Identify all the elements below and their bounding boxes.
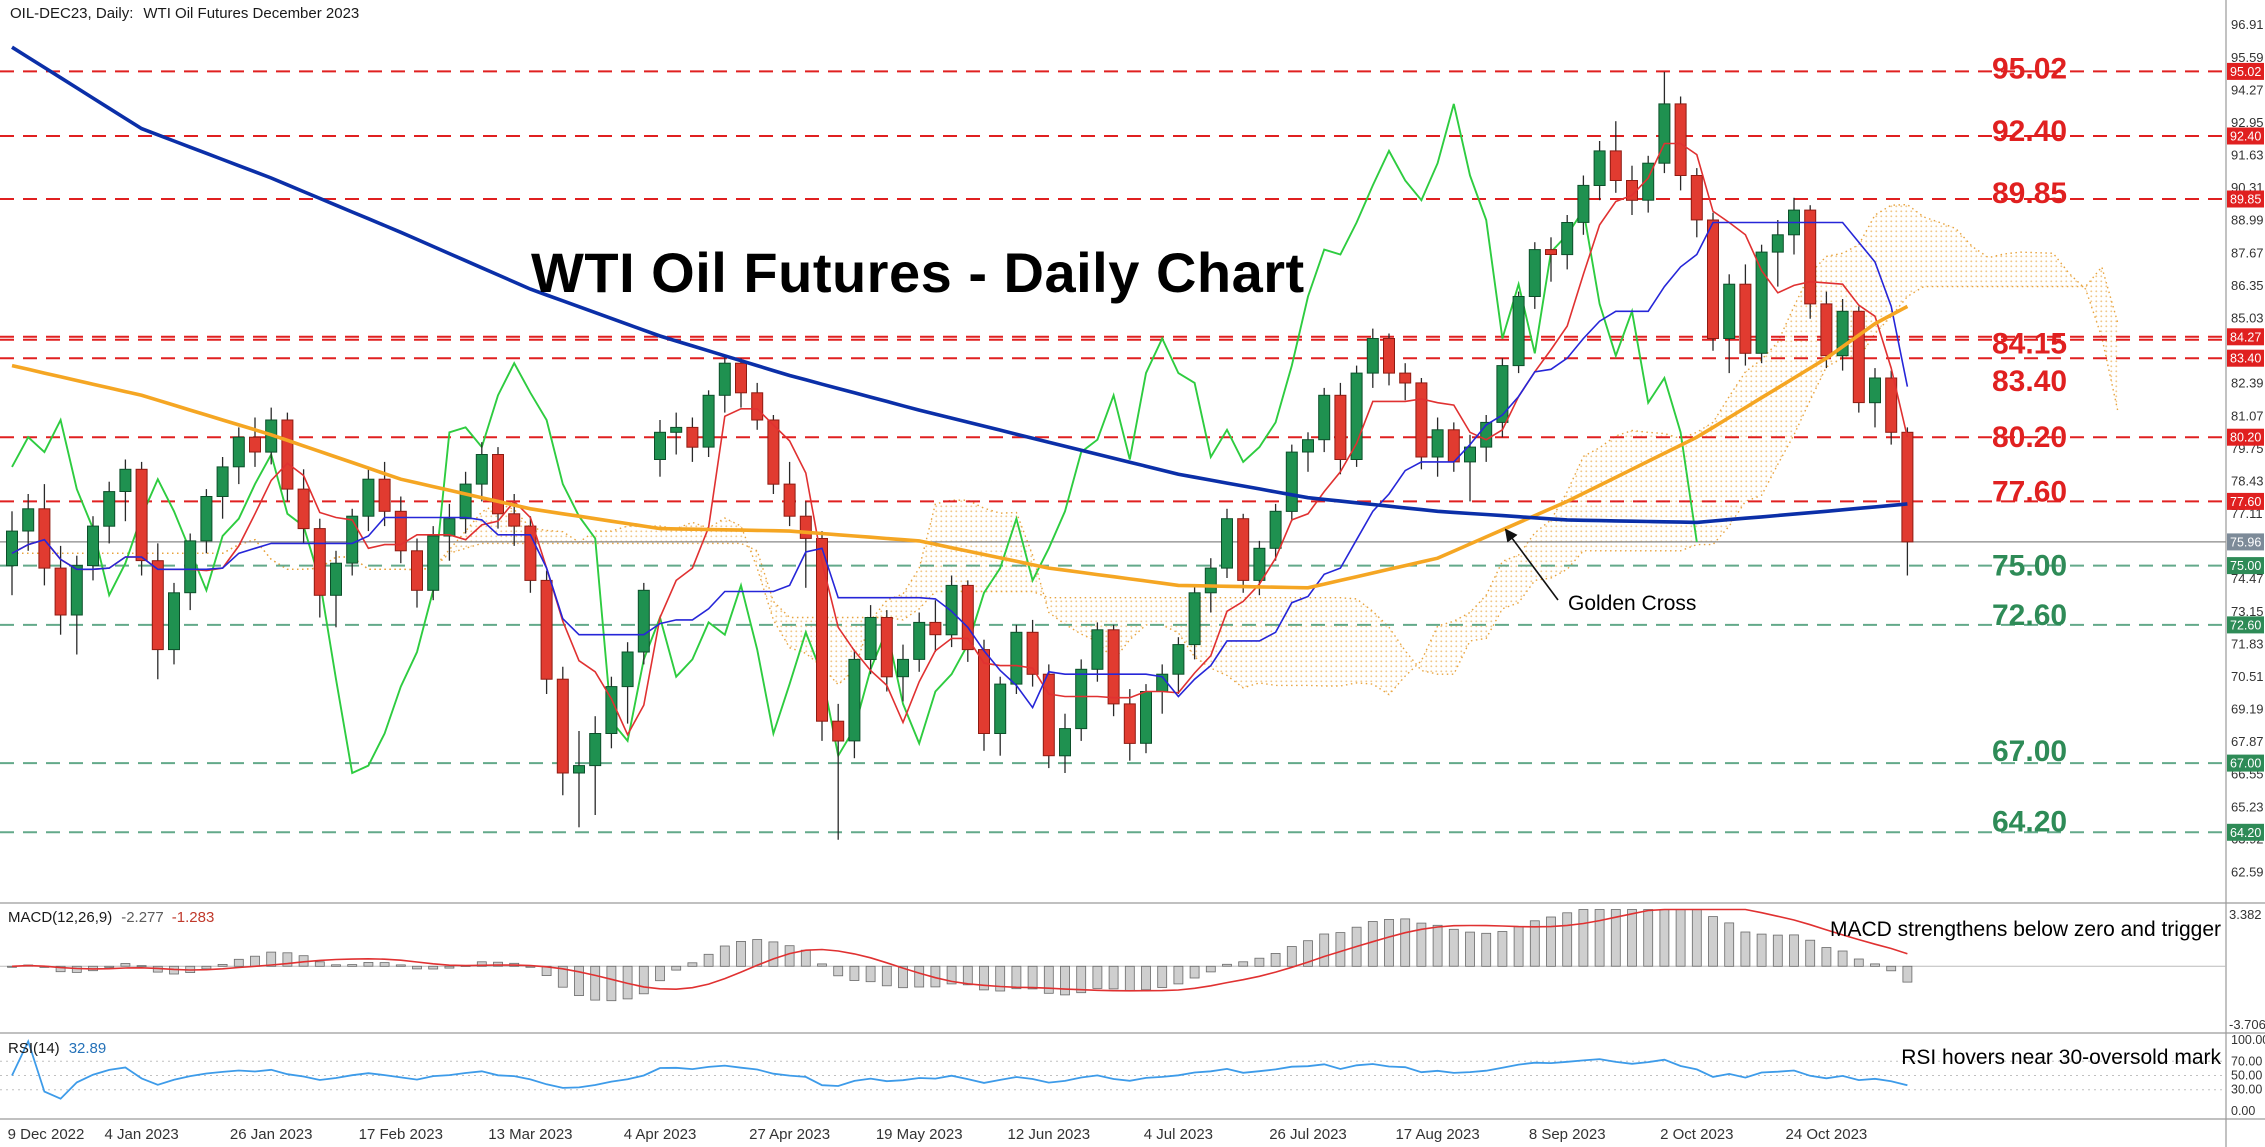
svg-text:77.60: 77.60 <box>2230 495 2261 509</box>
time-axis[interactable]: 9 Dec 2022 4 Jan 2023 26 Jan 2023 17 Feb 20… <box>8 1126 1868 1143</box>
macd-indicator-label: MACD(12,26,9) <box>8 909 113 926</box>
svg-text:64.20: 64.20 <box>2230 826 2261 840</box>
price-axis-level-boxes: 95.02 92.40 89.85 84.27 83.40 80.20 77.60 75.00… <box>2227 62 2264 841</box>
svg-text:9 Dec 2022: 9 Dec 2022 <box>8 1126 85 1143</box>
svg-text:67.00: 67.00 <box>1992 735 2067 768</box>
svg-text:73.15: 73.15 <box>2231 604 2264 619</box>
macd-axis-min: -3.706 <box>2229 1017 2265 1032</box>
golden-cross-arrow[interactable] <box>1504 528 1559 601</box>
svg-text:50.00: 50.00 <box>2231 1069 2262 1083</box>
svg-text:72.60: 72.60 <box>2230 618 2261 632</box>
svg-text:24 Oct 2023: 24 Oct 2023 <box>1786 1126 1868 1143</box>
svg-text:64.20: 64.20 <box>1992 805 2067 838</box>
svg-text:65.23: 65.23 <box>2231 799 2264 814</box>
svg-text:96.91: 96.91 <box>2231 17 2264 32</box>
svg-text:8 Sep 2023: 8 Sep 2023 <box>1529 1126 1606 1143</box>
resistance-price-labels[interactable]: 95.02 92.40 89.85 84.15 83.40 80.20 77.60 <box>1992 52 2067 508</box>
svg-text:80.20: 80.20 <box>1992 421 2067 454</box>
svg-text:92.40: 92.40 <box>1992 115 2067 148</box>
svg-text:75.00: 75.00 <box>2230 559 2261 573</box>
symbol-period-label: OIL-DEC23, Daily: <box>10 5 134 22</box>
svg-text:84.15: 84.15 <box>1992 328 2067 361</box>
macd-signal-line <box>11 908 1908 992</box>
rsi-annotation[interactable]: RSI hovers near 30-oversold mark <box>1901 1046 2221 1069</box>
svg-text:83.40: 83.40 <box>1992 365 2067 398</box>
support-price-labels[interactable]: 75.00 72.60 67.00 64.20 <box>1992 550 2067 839</box>
svg-text:85.03: 85.03 <box>2231 311 2264 326</box>
svg-text:84.27: 84.27 <box>2230 330 2261 344</box>
svg-text:89.85: 89.85 <box>2230 193 2261 207</box>
rsi-indicator-label: RSI(14) <box>8 1040 60 1057</box>
svg-text:91.63: 91.63 <box>2231 148 2264 163</box>
svg-text:26 Jan 2023: 26 Jan 2023 <box>230 1126 313 1143</box>
svg-text:74.47: 74.47 <box>2231 571 2264 586</box>
svg-text:92.95: 92.95 <box>2231 115 2264 130</box>
symbol-header: OIL-DEC23, Daily: WTI Oil Futures Decembe… <box>10 5 359 22</box>
macd-main-value: -2.277 <box>121 909 164 926</box>
svg-text:4 Jul 2023: 4 Jul 2023 <box>1144 1126 1213 1143</box>
svg-text:92.40: 92.40 <box>2230 130 2261 144</box>
svg-text:94.27: 94.27 <box>2231 82 2264 97</box>
svg-text:88.99: 88.99 <box>2231 213 2264 228</box>
svg-text:13 Mar 2023: 13 Mar 2023 <box>488 1126 572 1143</box>
svg-text:95.02: 95.02 <box>2230 65 2261 79</box>
svg-text:87.67: 87.67 <box>2231 245 2264 260</box>
rsi-line <box>11 1038 1908 1100</box>
sma200-line <box>11 45 1908 525</box>
svg-text:70.00: 70.00 <box>2231 1054 2262 1068</box>
svg-text:62.59: 62.59 <box>2231 865 2264 880</box>
svg-text:4 Apr 2023: 4 Apr 2023 <box>624 1126 697 1143</box>
kijun-sen-line <box>11 221 1909 710</box>
svg-text:80.20: 80.20 <box>2230 431 2261 445</box>
svg-text:83.40: 83.40 <box>2230 352 2261 366</box>
svg-text:17 Aug 2023: 17 Aug 2023 <box>1395 1126 1479 1143</box>
svg-text:27 Apr 2023: 27 Apr 2023 <box>749 1126 830 1143</box>
symbol-description: WTI Oil Futures December 2023 <box>143 5 360 22</box>
svg-text:2 Oct 2023: 2 Oct 2023 <box>1660 1126 1733 1143</box>
svg-text:12 Jun 2023: 12 Jun 2023 <box>1008 1126 1091 1143</box>
svg-text:67.87: 67.87 <box>2231 734 2264 749</box>
svg-text:72.60: 72.60 <box>1992 599 2067 632</box>
svg-text:69.19: 69.19 <box>2231 702 2264 717</box>
svg-text:19 May 2023: 19 May 2023 <box>876 1126 963 1143</box>
svg-text:81.07: 81.07 <box>2231 408 2264 423</box>
rsi-indicator-row: RSI(14) 32.89 <box>8 1040 106 1057</box>
svg-text:0.00: 0.00 <box>2231 1104 2255 1118</box>
svg-text:75.00: 75.00 <box>1992 550 2067 583</box>
chart-title[interactable]: WTI Oil Futures - Daily Chart <box>531 241 1305 304</box>
macd-histogram <box>7 909 1913 1002</box>
svg-text:78.43: 78.43 <box>2231 473 2264 488</box>
golden-cross-label[interactable]: Golden Cross <box>1568 592 1697 615</box>
svg-text:86.35: 86.35 <box>2231 278 2264 293</box>
svg-text:67.00: 67.00 <box>2230 757 2261 771</box>
sma50-line <box>11 304 1909 590</box>
svg-text:71.83: 71.83 <box>2231 636 2264 651</box>
svg-text:4 Jan 2023: 4 Jan 2023 <box>104 1126 178 1143</box>
svg-text:89.85: 89.85 <box>1992 177 2067 210</box>
tenkan-sen-line <box>11 142 1909 737</box>
macd-annotation[interactable]: MACD strengthens below zero and trigger <box>1829 918 2221 941</box>
svg-text:100.00: 100.00 <box>2231 1033 2265 1047</box>
svg-text:95.02: 95.02 <box>1992 52 2067 85</box>
macd-pane <box>0 908 2226 1002</box>
macd-axis-max: 3.382 <box>2229 907 2262 922</box>
macd-signal-value: -1.283 <box>171 909 215 926</box>
svg-text:77.60: 77.60 <box>1992 475 2067 508</box>
price-axis[interactable]: 96.9195.5994.2792.9591.6390.3188.9987.67… <box>2231 17 2264 879</box>
svg-text:95.59: 95.59 <box>2231 50 2264 65</box>
svg-text:17 Feb 2023: 17 Feb 2023 <box>359 1126 443 1143</box>
svg-text:70.51: 70.51 <box>2231 669 2264 684</box>
svg-text:30.00: 30.00 <box>2231 1083 2262 1097</box>
svg-text:82.39: 82.39 <box>2231 376 2264 391</box>
svg-text:26 Jul 2023: 26 Jul 2023 <box>1269 1126 1347 1143</box>
svg-text:75.96: 75.96 <box>2230 535 2261 549</box>
macd-indicator-row: MACD(12,26,9) -2.277 -1.283 <box>8 909 214 926</box>
rsi-value: 32.89 <box>68 1040 107 1057</box>
